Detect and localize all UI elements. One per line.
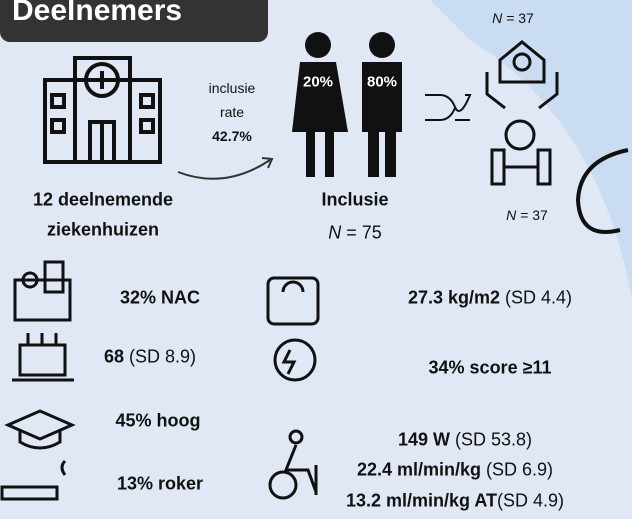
n-symbol: N [492,10,502,26]
decor-shape [430,0,632,300]
stat: 27.3 kg/m2 (SD 4.4) [408,288,572,309]
stat: 149 W (SD 53.8) [398,430,532,451]
n-value: = 37 [506,10,534,26]
rate-value: 42.7% [212,128,252,144]
infographic: Deelnemers N = 37 N = 37 inclusie rate 4… [0,0,632,519]
stat: 13.2 ml/min/kg AT(SD 4.9) [346,491,564,512]
stat-rest: (SD 4.4) [505,288,572,308]
hospital-icon [45,58,160,162]
stat-bold: 22.4 ml/min/kg [357,460,481,480]
stat: 13% roker [117,474,203,495]
stat-bold: 68 [104,347,124,367]
stat-rest: (SD 53.8) [455,430,532,450]
stat: 45% hoog [115,411,200,432]
male-percent: 80% [367,74,397,91]
persons-icon [292,32,402,177]
stat-bold: 27.3 kg/m2 [408,288,500,308]
inclusion-n: N = 75 [328,223,382,244]
stat: 32% NAC [120,288,200,309]
n-symbol: N [328,223,341,243]
header-title: Deelnemers [12,0,182,28]
stat-rest: (SD 6.9) [486,460,553,480]
n-value: = 75 [346,223,382,243]
stat-bold: 149 W [398,430,450,450]
hospital-label: 12 deelnemende [33,190,173,211]
hospital-label: ziekenhuizen [47,220,159,241]
rate-label: rate [220,104,244,120]
n-symbol: N [506,207,516,223]
group-n: N = 37 [506,207,548,223]
stat-rest: (SD 8.9) [129,347,196,367]
stat: 68 (SD 8.9) [104,347,196,368]
stat: 22.4 ml/min/kg (SD 6.9) [357,460,553,481]
stat-bold: 13.2 ml/min/kg AT [346,491,497,511]
fitness-icon [492,121,550,184]
stat-rest: (SD 4.9) [497,491,564,511]
n-value: = 37 [520,207,548,223]
split-arrows [425,95,470,120]
rate-label: inclusie [209,80,256,96]
group-n: N = 37 [492,10,534,26]
inclusion-title: Inclusie [321,190,388,211]
stat: 34% score ≥11 [429,358,552,379]
arrow [178,160,270,179]
female-percent: 20% [303,74,333,91]
